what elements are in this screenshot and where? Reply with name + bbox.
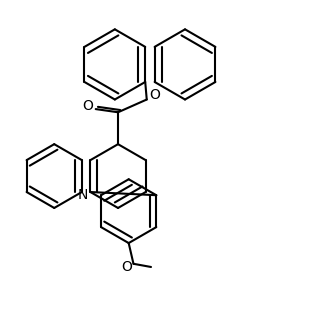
Text: O: O [122,260,132,274]
Text: N: N [77,188,88,202]
Text: O: O [82,99,93,113]
Text: O: O [149,88,160,102]
